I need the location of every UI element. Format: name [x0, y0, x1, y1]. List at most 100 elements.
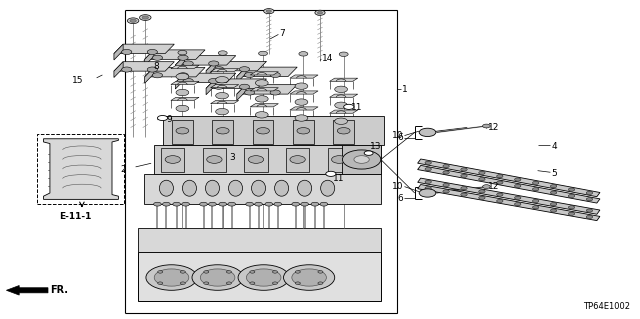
Circle shape [246, 269, 281, 286]
Bar [333, 120, 354, 144]
Circle shape [147, 49, 157, 55]
Ellipse shape [182, 180, 196, 196]
Circle shape [140, 15, 151, 20]
Polygon shape [206, 79, 215, 95]
Circle shape [337, 128, 350, 134]
Text: E-11-1: E-11-1 [60, 212, 92, 221]
Polygon shape [330, 110, 358, 113]
Circle shape [532, 199, 539, 203]
Polygon shape [114, 44, 123, 60]
Circle shape [154, 202, 161, 206]
Circle shape [483, 124, 490, 128]
Circle shape [479, 178, 485, 181]
Polygon shape [171, 65, 199, 69]
Circle shape [214, 84, 224, 89]
Circle shape [200, 269, 235, 286]
Polygon shape [144, 174, 381, 204]
Circle shape [183, 61, 193, 66]
Circle shape [163, 202, 170, 206]
Circle shape [274, 202, 282, 206]
Circle shape [146, 265, 197, 290]
Circle shape [292, 202, 300, 206]
Circle shape [301, 202, 308, 206]
Circle shape [335, 102, 348, 108]
Polygon shape [145, 50, 154, 66]
Circle shape [461, 168, 467, 171]
Ellipse shape [159, 180, 173, 196]
Polygon shape [138, 252, 381, 301]
Polygon shape [145, 67, 205, 77]
Polygon shape [206, 61, 266, 71]
Circle shape [295, 282, 300, 285]
Polygon shape [290, 75, 318, 78]
Circle shape [157, 282, 163, 285]
Circle shape [178, 50, 187, 55]
Circle shape [176, 89, 189, 96]
Circle shape [207, 156, 222, 163]
Circle shape [250, 271, 255, 273]
Circle shape [255, 96, 268, 102]
Polygon shape [290, 91, 318, 94]
Circle shape [335, 86, 348, 93]
Circle shape [497, 174, 503, 178]
Circle shape [246, 202, 253, 206]
Circle shape [315, 10, 325, 15]
Circle shape [228, 202, 236, 206]
Circle shape [204, 282, 209, 285]
Circle shape [497, 193, 503, 196]
Circle shape [204, 271, 209, 273]
Circle shape [270, 90, 280, 95]
Ellipse shape [205, 180, 220, 196]
Bar [244, 148, 268, 172]
Circle shape [255, 112, 268, 118]
Circle shape [318, 282, 323, 285]
Polygon shape [145, 67, 154, 83]
Circle shape [295, 83, 308, 89]
Ellipse shape [228, 180, 243, 196]
Circle shape [443, 171, 449, 174]
Circle shape [157, 115, 168, 121]
Text: 3: 3 [229, 153, 235, 162]
Polygon shape [237, 85, 297, 94]
Text: 5: 5 [552, 169, 557, 178]
Text: 11: 11 [333, 174, 344, 182]
Circle shape [284, 265, 335, 290]
Circle shape [550, 191, 557, 194]
Circle shape [354, 156, 369, 163]
Circle shape [318, 271, 323, 273]
Circle shape [244, 90, 255, 95]
Polygon shape [114, 62, 174, 71]
Circle shape [216, 108, 228, 115]
Polygon shape [418, 184, 600, 221]
Circle shape [364, 151, 373, 155]
Bar [203, 148, 226, 172]
Circle shape [255, 202, 262, 206]
Polygon shape [154, 145, 381, 174]
Circle shape [443, 165, 449, 168]
Polygon shape [206, 61, 215, 77]
Circle shape [299, 52, 308, 56]
Circle shape [550, 209, 557, 212]
Circle shape [295, 115, 308, 121]
Circle shape [176, 105, 189, 112]
Circle shape [342, 150, 381, 169]
Polygon shape [237, 85, 246, 100]
Circle shape [255, 80, 268, 86]
Polygon shape [330, 94, 358, 97]
Circle shape [326, 171, 336, 176]
Polygon shape [237, 67, 246, 83]
Circle shape [266, 10, 271, 12]
Polygon shape [171, 81, 199, 85]
Circle shape [227, 271, 232, 273]
Text: FR.: FR. [50, 285, 68, 295]
Circle shape [216, 77, 228, 83]
Text: 6: 6 [397, 133, 403, 142]
Circle shape [244, 72, 255, 78]
Ellipse shape [275, 180, 289, 196]
Circle shape [586, 209, 593, 212]
Text: 11: 11 [351, 103, 362, 112]
Circle shape [165, 156, 180, 163]
Polygon shape [250, 72, 278, 75]
Polygon shape [138, 228, 381, 252]
Circle shape [122, 49, 132, 55]
